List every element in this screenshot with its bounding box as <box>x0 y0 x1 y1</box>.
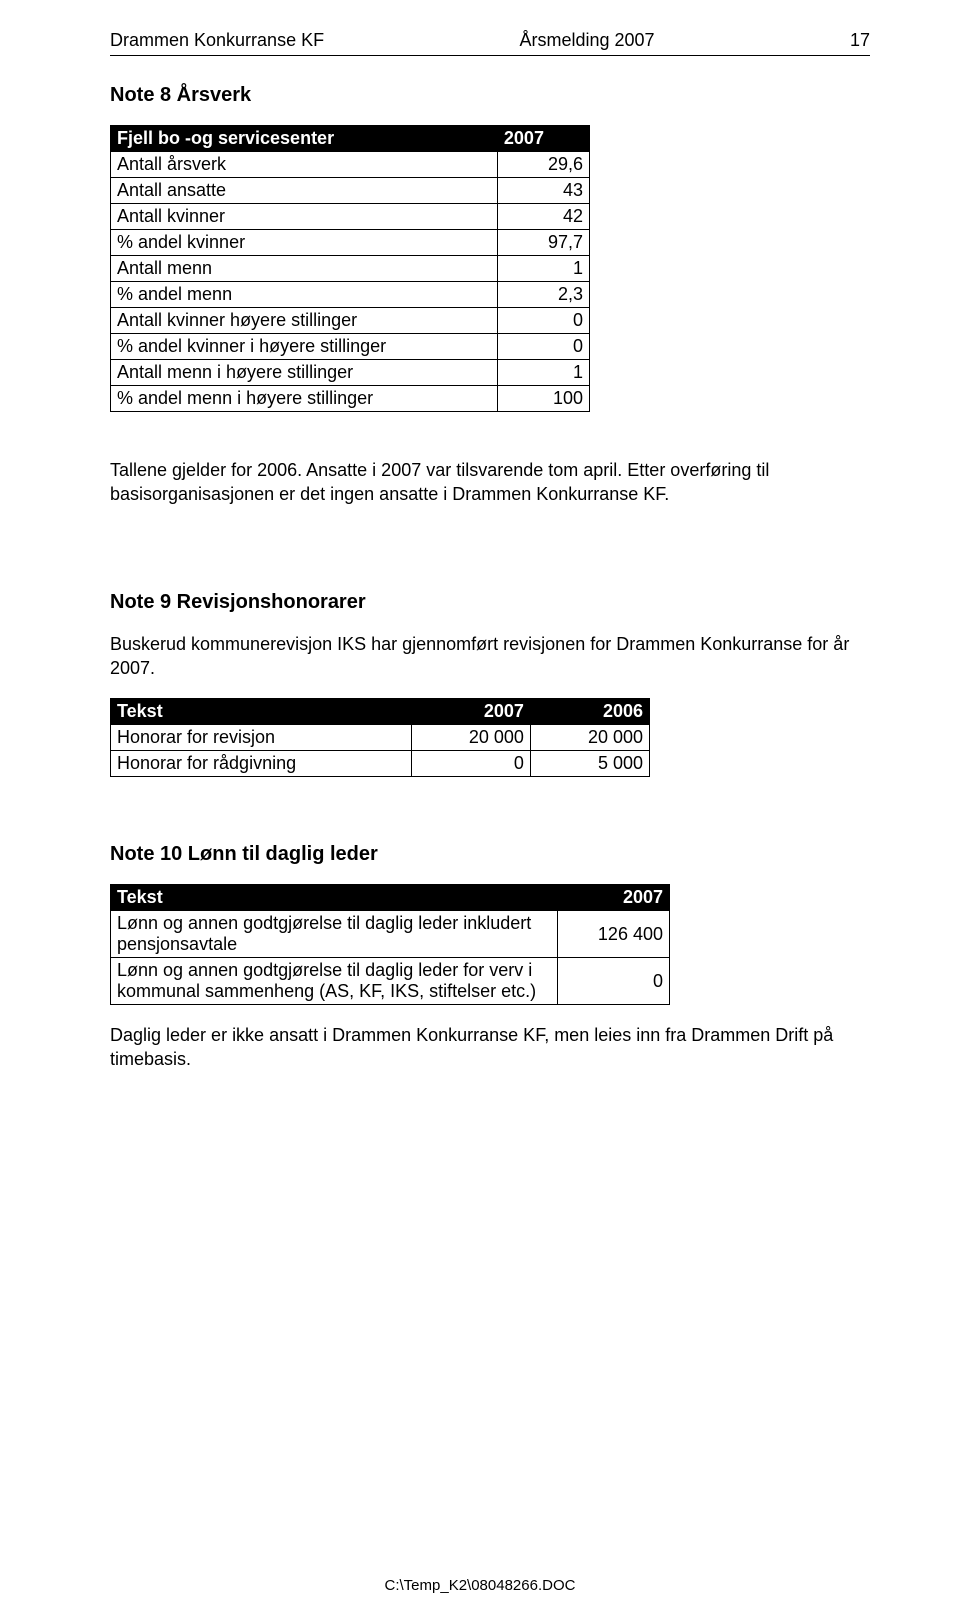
cell-value: 97,7 <box>497 230 589 256</box>
cell-value: 2,3 <box>497 282 589 308</box>
page: Drammen Konkurranse KF Årsmelding 2007 1… <box>0 0 960 1624</box>
cell-label: Antall årsverk <box>111 152 498 178</box>
note9-header-0: Tekst <box>111 699 412 725</box>
table-row: Honorar for rådgivning 0 5 000 <box>111 751 650 777</box>
cell-value: 20 000 <box>411 725 530 751</box>
cell-value: 0 <box>411 751 530 777</box>
cell-value: 0 <box>558 958 670 1005</box>
note9-table: Tekst 2007 2006 Honorar for revisjon 20 … <box>110 698 650 777</box>
table-row: % andel kvinner i høyere stillinger0 <box>111 334 590 360</box>
cell-label: % andel kvinner i høyere stillinger <box>111 334 498 360</box>
cell-label: Antall kvinner <box>111 204 498 230</box>
cell-label: % andel kvinner <box>111 230 498 256</box>
note9-body: Buskerud kommunerevisjon IKS har gjennom… <box>110 632 870 681</box>
cell-label: Lønn og annen godtgjørelse til daglig le… <box>111 958 558 1005</box>
header-divider <box>110 55 870 56</box>
cell-label: Antall menn i høyere stillinger <box>111 360 498 386</box>
table-row: Honorar for revisjon 20 000 20 000 <box>111 725 650 751</box>
cell-value: 126 400 <box>558 911 670 958</box>
cell-value: 5 000 <box>530 751 649 777</box>
table-row: % andel menn i høyere stillinger100 <box>111 386 590 412</box>
table-header-row: Tekst 2007 <box>111 885 670 911</box>
note9-title: Note 9 Revisjonshonorarer <box>110 591 870 614</box>
table-row: Antall årsverk29,6 <box>111 152 590 178</box>
cell-label: Honorar for revisjon <box>111 725 412 751</box>
cell-value: 42 <box>497 204 589 230</box>
cell-label: % andel menn i høyere stillinger <box>111 386 498 412</box>
header-left: Drammen Konkurranse KF <box>110 30 324 51</box>
cell-value: 1 <box>497 360 589 386</box>
table-row: Antall menn i høyere stillinger1 <box>111 360 590 386</box>
cell-value: 0 <box>497 334 589 360</box>
cell-label: Antall kvinner høyere stillinger <box>111 308 498 334</box>
cell-value: 29,6 <box>497 152 589 178</box>
note8-title: Note 8 Årsverk <box>110 84 870 107</box>
cell-value: 20 000 <box>530 725 649 751</box>
note8-body: Tallene gjelder for 2006. Ansatte i 2007… <box>110 458 870 507</box>
note8-header-label: Fjell bo -og servicesenter <box>111 126 498 152</box>
cell-value: 100 <box>497 386 589 412</box>
table-row: Antall ansatte43 <box>111 178 590 204</box>
table-row: % andel menn2,3 <box>111 282 590 308</box>
table-row: Antall menn1 <box>111 256 590 282</box>
note10-header-0: Tekst <box>111 885 558 911</box>
note9-header-2: 2006 <box>530 699 649 725</box>
table-header-row: Fjell bo -og servicesenter 2007 <box>111 126 590 152</box>
cell-value: 0 <box>497 308 589 334</box>
cell-value: 43 <box>497 178 589 204</box>
note9-header-1: 2007 <box>411 699 530 725</box>
header-page-number: 17 <box>850 30 870 51</box>
table-row: Antall kvinner42 <box>111 204 590 230</box>
table-row: % andel kvinner97,7 <box>111 230 590 256</box>
table-row: Lønn og annen godtgjørelse til daglig le… <box>111 911 670 958</box>
cell-label: Lønn og annen godtgjørelse til daglig le… <box>111 911 558 958</box>
cell-label: Antall ansatte <box>111 178 498 204</box>
note8-header-year: 2007 <box>497 126 589 152</box>
footer-path: C:\Temp_K2\08048266.DOC <box>0 1577 960 1594</box>
cell-value: 1 <box>497 256 589 282</box>
table-row: Antall kvinner høyere stillinger0 <box>111 308 590 334</box>
note10-title: Note 10 Lønn til daglig leder <box>110 843 870 866</box>
cell-label: Antall menn <box>111 256 498 282</box>
note10-body: Daglig leder er ikke ansatt i Drammen Ko… <box>110 1023 870 1072</box>
cell-label: Honorar for rådgivning <box>111 751 412 777</box>
note8-table: Fjell bo -og servicesenter 2007 Antall å… <box>110 125 590 412</box>
page-header: Drammen Konkurranse KF Årsmelding 2007 1… <box>110 30 870 51</box>
table-row: Lønn og annen godtgjørelse til daglig le… <box>111 958 670 1005</box>
cell-label: % andel menn <box>111 282 498 308</box>
note10-header-1: 2007 <box>558 885 670 911</box>
table-header-row: Tekst 2007 2006 <box>111 699 650 725</box>
note10-table: Tekst 2007 Lønn og annen godtgjørelse ti… <box>110 884 670 1005</box>
header-center: Årsmelding 2007 <box>519 30 654 51</box>
